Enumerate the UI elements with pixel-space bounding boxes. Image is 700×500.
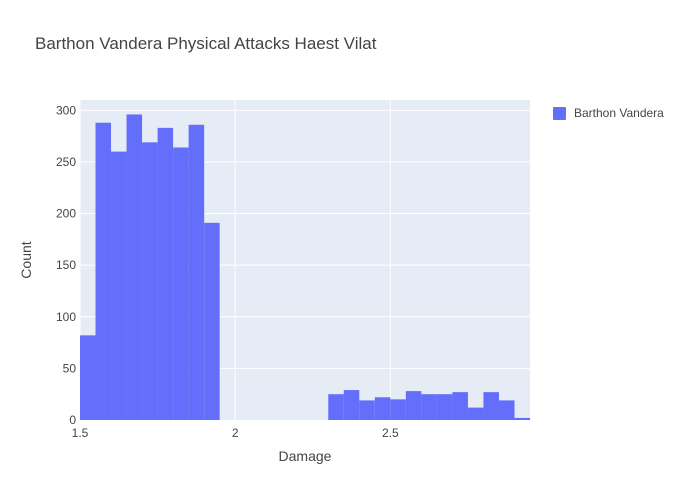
- x-tick-label: 2: [232, 426, 239, 440]
- histogram-bar[interactable]: [142, 142, 158, 421]
- histogram-bar[interactable]: [405, 391, 422, 420]
- histogram-bar[interactable]: [436, 394, 453, 420]
- legend[interactable]: Barthon Vandera: [553, 106, 664, 120]
- axis-ticks: 0 50 100 150 200 250 300 1.5 2 2.5: [56, 103, 399, 440]
- histogram-bar[interactable]: [390, 399, 406, 420]
- histogram-bar[interactable]: [374, 397, 391, 420]
- histogram-bar[interactable]: [498, 400, 515, 420]
- histogram-bar[interactable]: [173, 147, 189, 420]
- histogram-bar[interactable]: [483, 392, 499, 420]
- legend-swatch: [553, 106, 566, 120]
- histogram-bar[interactable]: [359, 400, 375, 420]
- histogram-bar[interactable]: [421, 394, 437, 420]
- bars: [80, 114, 530, 421]
- y-tick-label: 150: [56, 258, 76, 272]
- y-tick-label: 0: [69, 413, 76, 427]
- histogram-bar[interactable]: [328, 394, 344, 420]
- legend-label: Barthon Vandera: [574, 106, 664, 120]
- histogram-bar[interactable]: [111, 151, 127, 420]
- x-tick-label: 1.5: [72, 426, 89, 440]
- x-tick-label: 2.5: [382, 426, 399, 440]
- y-tick-label: 100: [56, 310, 76, 324]
- y-tick-label: 250: [56, 155, 76, 169]
- histogram-bar[interactable]: [467, 407, 484, 420]
- gridlines: [79, 100, 530, 420]
- histogram-bar[interactable]: [514, 417, 530, 420]
- histogram-bar[interactable]: [343, 390, 360, 420]
- x-axis-title: Damage: [279, 448, 332, 464]
- histogram-bar[interactable]: [204, 222, 220, 420]
- histogram-bar[interactable]: [188, 124, 205, 420]
- y-tick-label: 300: [56, 103, 76, 117]
- histogram-bar[interactable]: [452, 392, 468, 420]
- y-tick-label: 200: [56, 207, 76, 221]
- histogram-bar[interactable]: [80, 335, 96, 420]
- histogram-bar[interactable]: [95, 122, 112, 420]
- chart-title: Barthon Vandera Physical Attacks Haest V…: [35, 34, 377, 53]
- y-axis-title: Count: [18, 241, 34, 278]
- histogram-bar[interactable]: [157, 127, 174, 420]
- y-tick-label: 50: [63, 361, 77, 375]
- histogram-bar[interactable]: [126, 114, 143, 421]
